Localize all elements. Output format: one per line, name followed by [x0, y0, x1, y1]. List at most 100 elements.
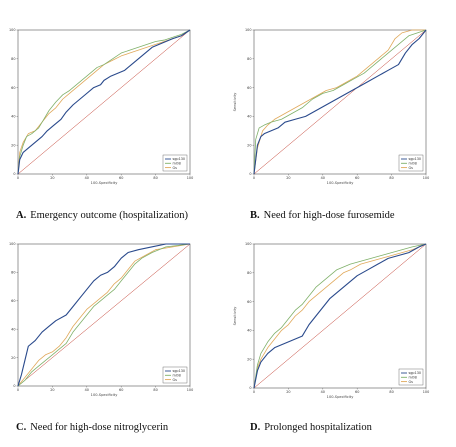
caption-text: Need for high-dose nitroglycerin: [30, 422, 169, 433]
x-axis-label: 100-Specificity: [91, 393, 119, 397]
roc-line-mob: [17, 243, 191, 387]
caption-letter: D.: [250, 422, 261, 433]
roc-svg: 0 20 40 60 80 100 0 20 40 60 80 100 100-Specificity s…: [9, 28, 193, 185]
roc-line-gs: [253, 29, 426, 175]
x-tick-label: 100: [423, 390, 429, 394]
caption-letter: C.: [16, 422, 27, 433]
x-tick-label: 0: [17, 388, 19, 392]
x-tick-label: 40: [85, 388, 89, 392]
legend-label-gs: Gs: [173, 378, 178, 382]
y-tick-label: 0: [13, 384, 15, 388]
roc-chart-c: 0 20 40 60 80 100 0 20 40 60 80 100 100-Specificity s…: [8, 236, 194, 402]
caption-letter: A.: [16, 210, 27, 221]
x-axis-label: 100-Specificity: [327, 181, 355, 185]
y-tick-label: 100: [9, 242, 15, 246]
x-tick-label: 40: [321, 390, 325, 394]
roc-line-gs: [17, 243, 191, 387]
legend-label-mob: mOB: [409, 376, 418, 380]
y-tick-label: 80: [247, 271, 251, 275]
x-tick-label: 60: [355, 390, 359, 394]
legend-label-sgp130: sgp130: [173, 369, 186, 373]
y-tick-label: 60: [11, 299, 15, 303]
roc-line-sgp130: [17, 29, 191, 175]
x-tick-label: 0: [253, 176, 255, 180]
y-tick-label: 40: [11, 115, 15, 119]
roc-svg: 0 20 40 60 80 100 0 20 40 60 80 100 100-Specificity s…: [9, 242, 193, 397]
legend-label-mob: mOB: [173, 374, 182, 378]
y-tick-label: 100: [9, 28, 15, 32]
roc-line-sgp130: [253, 243, 427, 389]
legend-label-mob: mOB: [173, 162, 182, 166]
roc-line-sgp130: [17, 243, 190, 387]
y-tick-label: 20: [247, 357, 251, 361]
reference-diagonal: [253, 29, 427, 175]
legend-label-sgp130: sgp130: [409, 157, 422, 161]
caption-d: D. Prolonged hospitalization: [250, 422, 372, 433]
y-tick-label: 60: [247, 86, 251, 90]
legend-label-sgp130: sgp130: [173, 157, 186, 161]
roc-line-mob: [253, 29, 427, 175]
roc-line-mob: [17, 29, 191, 175]
y-tick-label: 100: [245, 28, 251, 32]
legend-label-gs: Gs: [409, 380, 414, 384]
x-tick-label: 80: [389, 176, 393, 180]
x-tick-label: 80: [153, 388, 157, 392]
roc-svg: 0 20 40 60 80 100 0 20 40 60 80 100 100-Specificity S…: [233, 242, 429, 399]
legend-label-gs: Gs: [173, 166, 178, 170]
x-tick-label: 80: [389, 390, 393, 394]
y-axis-label: Sensitivity: [233, 306, 237, 326]
roc-chart-b: 0 20 40 60 80 100 0 20 40 60 80 100 100-Specificity S…: [232, 22, 430, 190]
x-axis-label: 100-Specificity: [91, 181, 119, 185]
legend-label-gs: Gs: [409, 166, 414, 170]
caption-text: Need for high-dose furosemide: [263, 210, 395, 221]
y-tick-label: 80: [11, 271, 15, 275]
y-tick-label: 0: [13, 172, 15, 176]
reference-diagonal: [17, 29, 191, 175]
x-tick-label: 100: [187, 176, 193, 180]
x-tick-label: 20: [286, 390, 290, 394]
x-tick-label: 0: [253, 390, 255, 394]
roc-line-gs: [253, 243, 427, 389]
y-tick-label: 80: [247, 57, 251, 61]
y-tick-label: 60: [247, 300, 251, 304]
x-tick-label: 80: [153, 176, 157, 180]
caption-c: C. Need for high-dose nitroglycerin: [16, 422, 168, 433]
caption-letter: B.: [250, 210, 260, 221]
x-tick-label: 60: [119, 388, 123, 392]
y-tick-label: 60: [11, 86, 15, 90]
y-tick-label: 20: [11, 143, 15, 147]
y-tick-label: 20: [11, 356, 15, 360]
roc-chart-d: 0 20 40 60 80 100 0 20 40 60 80 100 100-Specificity S…: [232, 236, 430, 404]
y-tick-label: 40: [247, 329, 251, 333]
x-tick-label: 100: [187, 388, 193, 392]
x-tick-label: 40: [321, 176, 325, 180]
caption-b: B. Need for high-dose furosemide: [250, 210, 395, 221]
legend-label-sgp130: sgp130: [409, 371, 422, 375]
y-tick-label: 100: [245, 242, 251, 246]
caption-text: Emergency outcome (hospitalization): [30, 210, 189, 221]
caption-text: Prolonged hospitalization: [264, 422, 372, 433]
x-tick-label: 60: [355, 176, 359, 180]
y-tick-label: 0: [249, 172, 251, 176]
x-tick-label: 20: [50, 176, 54, 180]
x-tick-label: 40: [85, 176, 89, 180]
y-axis-label: Sensitivity: [233, 92, 237, 112]
roc-line-mob: [253, 243, 427, 389]
y-tick-label: 0: [249, 386, 251, 390]
legend-label-mob: mOB: [409, 162, 418, 166]
x-axis-label: 100-Specificity: [327, 395, 355, 399]
roc-svg: 0 20 40 60 80 100 0 20 40 60 80 100 100-Specificity S…: [233, 28, 429, 185]
y-tick-label: 40: [247, 115, 251, 119]
x-tick-label: 100: [423, 176, 429, 180]
roc-line-sgp130: [253, 29, 427, 175]
x-tick-label: 0: [17, 176, 19, 180]
roc-chart-a: 0 20 40 60 80 100 0 20 40 60 80 100 100-Specificity s…: [8, 22, 194, 190]
y-tick-label: 20: [247, 143, 251, 147]
reference-diagonal: [253, 243, 427, 389]
y-tick-label: 80: [11, 57, 15, 61]
y-tick-label: 40: [11, 327, 15, 331]
